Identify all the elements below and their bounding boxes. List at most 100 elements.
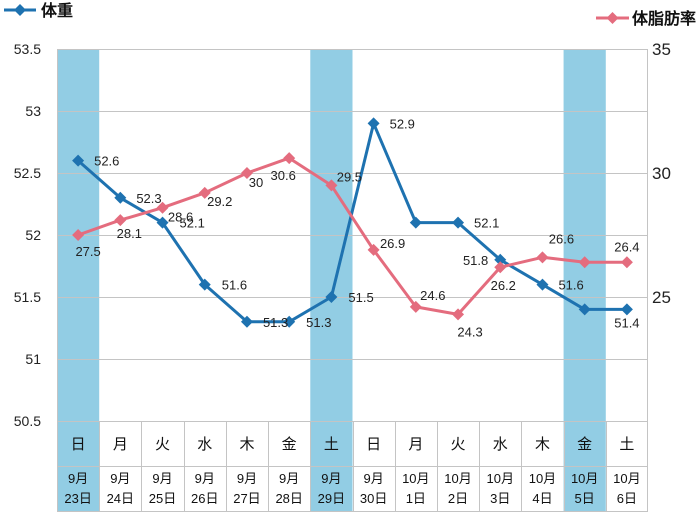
legend-item-body-fat: 体脂肪率 — [596, 9, 696, 28]
highlight-band-2 — [563, 49, 606, 512]
month-label-6: 9月 — [321, 471, 341, 486]
weight-data-label-5: 51.3 — [306, 315, 331, 330]
day-label-11: 4日 — [532, 491, 552, 506]
weekday-label-8: 月 — [408, 436, 423, 453]
body-fat-line — [77, 156, 627, 316]
highlight-band-0 — [57, 49, 100, 512]
highlight-band-1 — [310, 49, 353, 512]
y-right-tick-label-0: 35 — [652, 40, 671, 59]
weight-point-12 — [578, 303, 591, 316]
legend-label-body-fat: 体脂肪率 — [632, 9, 696, 28]
weight-data-label-3: 51.6 — [222, 278, 247, 293]
body-fat-data-label-1: 28.1 — [117, 226, 142, 241]
y-left-tick-label-0: 53.5 — [14, 41, 41, 57]
body-fat-data-label-9: 24.3 — [457, 324, 482, 339]
body-fat-point-5 — [283, 152, 296, 165]
gridlines — [57, 49, 648, 422]
weight-data-label-9: 52.1 — [474, 216, 499, 231]
body-fat-point-7 — [367, 243, 380, 256]
weight-point-11 — [536, 278, 549, 291]
month-label-1: 9月 — [110, 471, 130, 486]
weekday-label-13: 土 — [619, 436, 634, 453]
weight-point-3 — [198, 278, 211, 291]
weight-point-2 — [156, 216, 169, 229]
y-axis-left: 53.5 53 52.5 52 51.5 51 50.5 — [14, 41, 41, 429]
weekday-label-6: 土 — [324, 436, 339, 453]
weekday-label-1: 月 — [113, 436, 128, 453]
weight-point-0 — [72, 154, 85, 167]
body-fat-data-label-10: 26.2 — [491, 278, 516, 293]
weight-point-6 — [325, 291, 338, 303]
day-label-3: 26日 — [191, 491, 218, 506]
legend-marker-body-fat — [606, 12, 619, 24]
body-fat-point-2 — [156, 201, 169, 214]
y-right-tick-label-1: 30 — [652, 164, 671, 183]
weight-data-label-4: 51.3 — [263, 315, 288, 330]
body-fat-data-label-7: 26.9 — [380, 236, 405, 251]
y-left-tick-label-2: 52.5 — [14, 165, 41, 181]
body-fat-point-4 — [240, 167, 253, 179]
y-left-tick-label-6: 50.5 — [14, 413, 41, 429]
day-label-1: 24日 — [107, 491, 134, 506]
body-fat-point-13 — [620, 256, 633, 269]
weight-series — [72, 117, 633, 328]
body-fat-data-label-11: 26.6 — [549, 231, 574, 246]
body-fat-point-8 — [409, 300, 422, 313]
month-label-0: 9月 — [68, 471, 88, 486]
legend: 体重 体脂肪率 — [4, 1, 696, 28]
series-group — [72, 117, 633, 328]
day-label-4: 27日 — [233, 491, 260, 506]
weight-point-4 — [240, 315, 253, 328]
day-label-7: 30日 — [360, 491, 387, 506]
body-fat-point-9 — [452, 308, 465, 321]
body-fat-data-label-3: 29.2 — [207, 194, 232, 209]
y-right-tick-label-2: 25 — [652, 288, 671, 307]
month-label-3: 9月 — [195, 471, 215, 486]
month-label-2: 9月 — [152, 471, 172, 486]
weekday-label-7: 日 — [366, 436, 381, 453]
legend-marker-weight — [14, 4, 26, 16]
day-label-13: 6日 — [617, 491, 637, 506]
weekday-label-11: 木 — [535, 436, 550, 453]
highlight-bands — [57, 49, 606, 512]
body-fat-data-label-4: 30 — [249, 175, 263, 190]
body-fat-data-label-13: 26.4 — [614, 239, 639, 254]
day-label-0: 23日 — [64, 491, 91, 506]
weight-point-1 — [114, 191, 127, 204]
weight-line — [77, 121, 627, 324]
category-table: 日 9月 23日 月 9月 24日 火 9月 25日 水 9月 26日 木 9月 27日 金 9月 28日 土 9月 2… — [57, 421, 648, 512]
y-left-tick-label-5: 51 — [25, 351, 41, 367]
legend-label-weight: 体重 — [41, 1, 73, 20]
body-fat-point-6 — [325, 179, 338, 192]
y-left-tick-label-3: 52 — [25, 227, 41, 243]
weight-point-13 — [620, 303, 633, 316]
body-fat-point-10 — [494, 261, 507, 274]
weekday-label-5: 金 — [282, 436, 297, 453]
weight-point-7 — [367, 117, 380, 130]
body-fat-data-label-8: 24.6 — [420, 288, 445, 303]
day-label-5: 28日 — [275, 491, 302, 506]
weight-data-label-10: 51.8 — [463, 253, 488, 268]
body-fat-data-label-5: 30.6 — [271, 168, 296, 183]
body-fat-point-12 — [578, 256, 591, 269]
day-label-9: 2日 — [448, 491, 468, 506]
body-fat-data-label-2: 28.6 — [168, 210, 193, 225]
y-left-tick-label-1: 53 — [25, 103, 41, 119]
legend-item-weight: 体重 — [4, 1, 73, 20]
month-label-13: 10月 — [613, 471, 640, 486]
body-fat-point-3 — [198, 186, 211, 199]
weight-data-label-6: 51.5 — [348, 290, 373, 305]
weekday-label-0: 日 — [71, 436, 86, 453]
month-label-12: 10月 — [571, 471, 598, 486]
day-label-10: 3日 — [490, 491, 510, 506]
day-label-2: 25日 — [149, 491, 176, 506]
body-fat-series — [72, 152, 633, 321]
y-left-tick-label-4: 51.5 — [14, 289, 41, 305]
month-label-9: 10月 — [444, 471, 471, 486]
data-labels: 52.6 52.3 52.1 51.6 51.3 51.3 51.5 52.9 52.1 51.8… — [75, 116, 639, 339]
weekday-label-12: 金 — [577, 436, 592, 453]
month-label-7: 9月 — [363, 471, 383, 486]
month-label-11: 10月 — [529, 471, 556, 486]
weekday-label-4: 木 — [239, 436, 254, 453]
